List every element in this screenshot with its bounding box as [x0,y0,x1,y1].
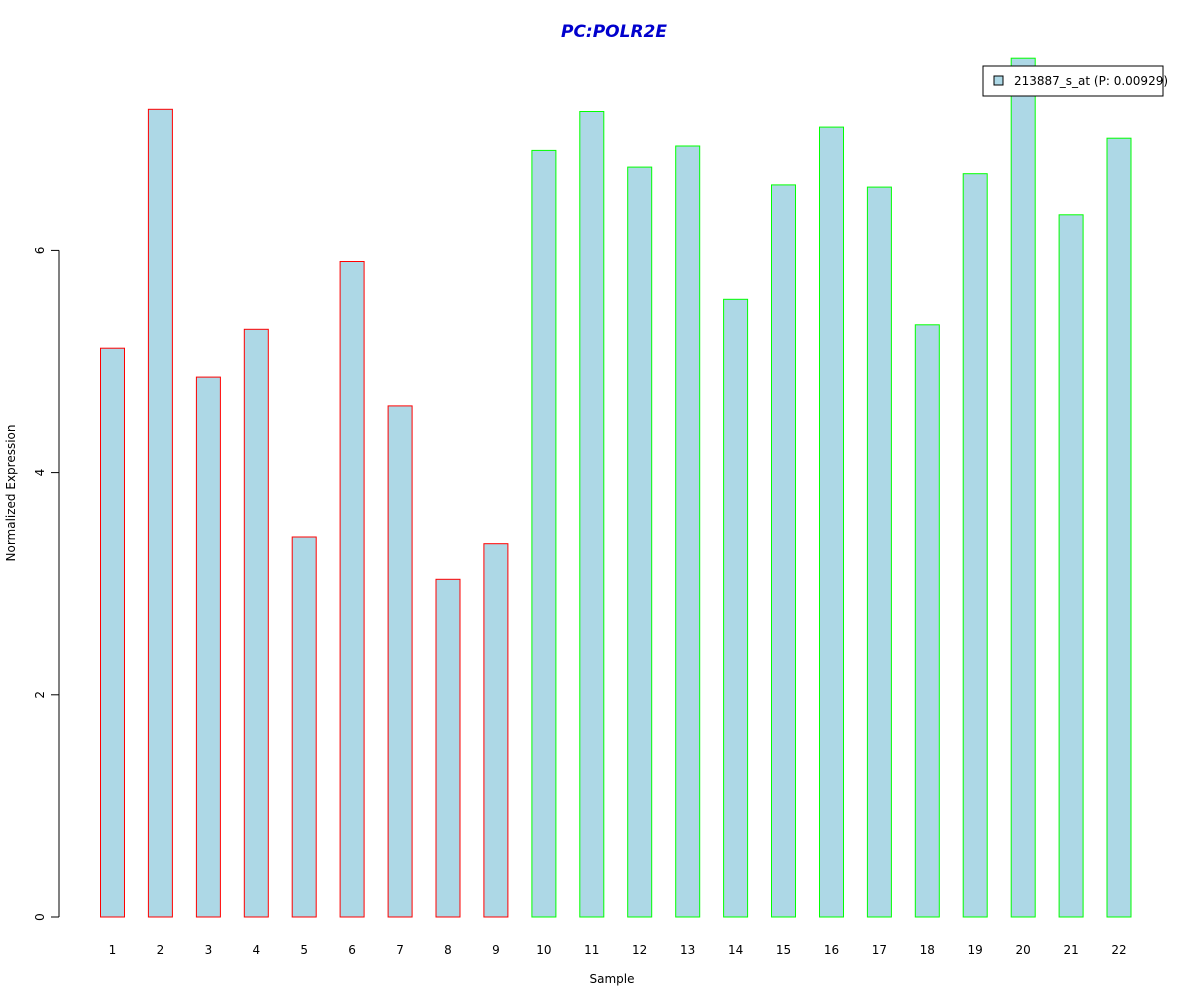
x-tick-label: 3 [205,943,213,957]
x-tick-label: 8 [444,943,452,957]
chart-title: PC:POLR2E [561,22,667,42]
bar-sample-1 [100,347,125,918]
x-tick-label: 5 [300,943,308,957]
bar-sample-7 [387,405,413,918]
x-tick-label: 19 [968,943,983,957]
y-tick-label: 0 [33,913,47,921]
x-tick-label: 1 [109,943,117,957]
x-tick-label: 17 [872,943,887,957]
bars-layer [100,57,1132,918]
bar-sample-16 [819,126,844,918]
bar-sample-17 [866,186,892,918]
y-tick-label: 2 [33,691,47,699]
bar-sample-18 [914,324,940,918]
x-tick-labels: 1 2 3 4 5 6 7 8 9 10 11 12 13 14 15 16 17 18 19 20 21 22 [109,943,1127,957]
legend-swatch [993,75,1004,86]
x-tick-label: 20 [1016,943,1031,957]
x-tick-label: 2 [157,943,165,957]
x-axis-label: Sample [590,972,635,986]
legend-label: 213887_s_at (P: 0.00929) [1014,74,1168,88]
bar-sample-5 [291,536,317,918]
x-tick-label: 15 [776,943,791,957]
bar-sample-10 [531,149,557,918]
x-tick-label: 21 [1063,943,1078,957]
x-tick-label: 16 [824,943,839,957]
y-tick-label: 6 [33,247,47,255]
x-tick-label: 22 [1111,943,1126,957]
legend: 213887_s_at (P: 0.00929) [982,65,1168,97]
bar-sample-3 [195,376,221,918]
bar-sample-6 [339,261,365,918]
bar-sample-9 [483,543,509,918]
x-tick-label: 9 [492,943,500,957]
x-tick-label: 7 [396,943,404,957]
x-tick-label: 12 [632,943,647,957]
bar-sample-15 [771,184,796,918]
x-tick-label: 4 [252,943,260,957]
bar-sample-22 [1106,137,1132,918]
x-tick-label: 13 [680,943,695,957]
bar-sample-11 [579,111,605,918]
x-tick-label: 18 [920,943,935,957]
bar-sample-19 [962,173,988,918]
bar-sample-4 [243,328,269,918]
bar-sample-12 [627,166,653,918]
x-tick-label: 11 [584,943,599,957]
bar-sample-14 [723,298,749,918]
y-axis: 0 2 4 6 [33,247,60,921]
legend-box [982,65,1164,97]
bar-sample-13 [675,145,701,918]
y-axis-label: Normalized Expression [4,424,18,561]
x-tick-label: 6 [348,943,356,957]
bar-sample-20 [1010,57,1036,918]
y-tick-label: 4 [33,469,47,477]
x-tick-label: 14 [728,943,743,957]
bar-sample-2 [147,108,173,918]
bar-sample-21 [1058,214,1084,918]
x-tick-label: 10 [536,943,551,957]
bar-sample-8 [435,578,461,918]
